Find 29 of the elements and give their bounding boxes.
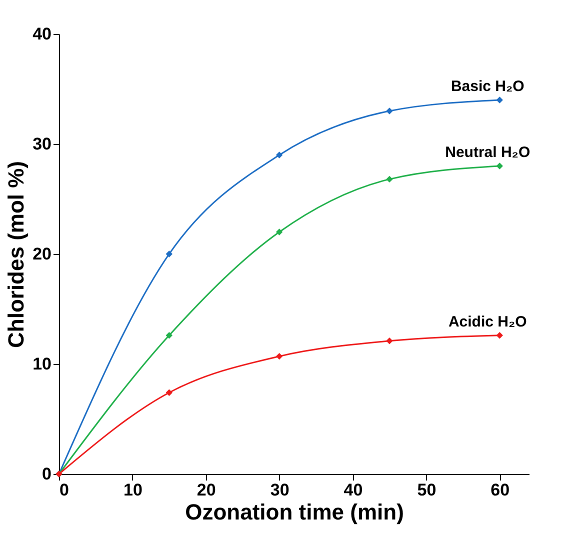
y-tick-label: 30 bbox=[32, 134, 52, 154]
x-tick-label: 10 bbox=[123, 480, 142, 500]
series-label: Acidic H₂O bbox=[448, 313, 528, 330]
point bbox=[496, 332, 503, 339]
point bbox=[386, 338, 393, 344]
series-label: Neutral H₂O bbox=[445, 144, 530, 161]
point bbox=[276, 152, 283, 158]
x-tick-label: 0 bbox=[60, 480, 69, 500]
point bbox=[496, 96, 503, 104]
x-axis-title: Ozonation time (min) bbox=[185, 500, 404, 524]
point bbox=[386, 108, 393, 114]
x-tick-label: 50 bbox=[417, 480, 436, 500]
x-tick-label: 30 bbox=[270, 480, 290, 500]
y-tick-label: 0 bbox=[42, 464, 52, 484]
point bbox=[166, 332, 173, 339]
x-tick-label: 20 bbox=[196, 480, 216, 500]
point bbox=[496, 162, 503, 170]
point bbox=[276, 352, 283, 360]
point bbox=[276, 228, 283, 236]
x-tick-label: 60 bbox=[490, 480, 510, 500]
point bbox=[166, 389, 173, 396]
point bbox=[166, 250, 173, 258]
series-label: Basic H₂O bbox=[450, 78, 525, 95]
x-tick-label: 40 bbox=[344, 480, 363, 500]
y-tick-label: 40 bbox=[32, 24, 52, 44]
point bbox=[386, 176, 393, 183]
y-axis-title: Chlorides (mol %) bbox=[4, 160, 29, 348]
y-tick-label: 10 bbox=[32, 354, 52, 374]
y-tick-label: 20 bbox=[32, 244, 52, 264]
